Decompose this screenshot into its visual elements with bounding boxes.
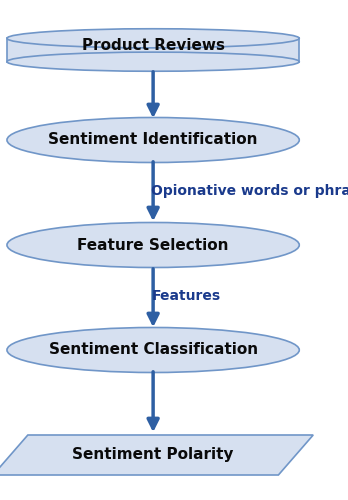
Ellipse shape <box>7 118 299 162</box>
Polygon shape <box>7 38 299 62</box>
Text: Product Reviews: Product Reviews <box>82 38 224 54</box>
Polygon shape <box>0 435 313 475</box>
Ellipse shape <box>7 52 299 71</box>
Text: Features: Features <box>151 290 221 304</box>
Ellipse shape <box>7 28 299 48</box>
Text: Sentiment Polarity: Sentiment Polarity <box>72 448 234 462</box>
Text: Sentiment Classification: Sentiment Classification <box>49 342 258 357</box>
Ellipse shape <box>7 328 299 372</box>
Text: Feature Selection: Feature Selection <box>77 238 229 252</box>
Ellipse shape <box>7 222 299 268</box>
Text: Opionative words or phra…: Opionative words or phra… <box>151 184 348 198</box>
Text: Sentiment Identification: Sentiment Identification <box>48 132 258 148</box>
